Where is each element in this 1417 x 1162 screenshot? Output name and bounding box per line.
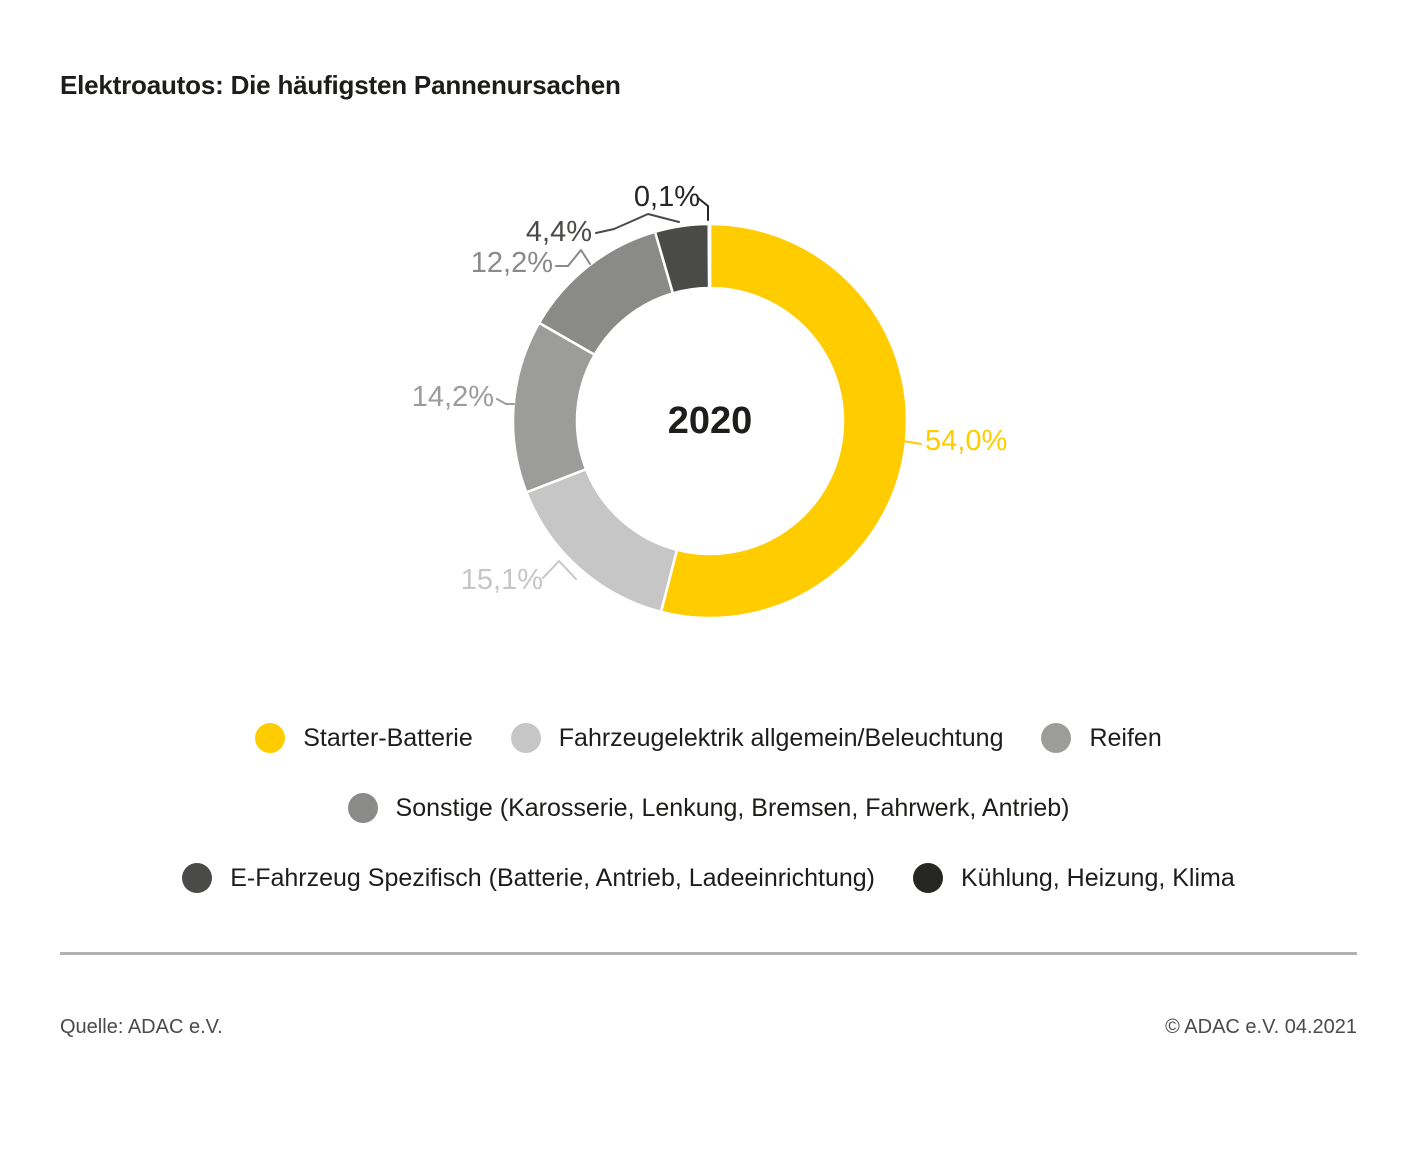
legend-dot-kuehlung bbox=[913, 863, 943, 893]
legend-item-kuehlung: Kühlung, Heizung, Klima bbox=[913, 863, 1235, 893]
legend-row-2: Sonstige (Karosserie, Lenkung, Bremsen, … bbox=[0, 773, 1417, 843]
legend-label-starter-batterie: Starter-Batterie bbox=[303, 723, 473, 752]
legend-label-fahrzeugelektrik: Fahrzeugelektrik allgemein/Beleuchtung bbox=[558, 723, 1004, 752]
legend-dot-fahrzeugelektrik bbox=[510, 723, 541, 753]
footer-divider bbox=[60, 952, 1357, 955]
legend-label-reifen: Reifen bbox=[1089, 723, 1162, 752]
legend-row-1: Starter-Batterie Fahrzeugelektrik allgem… bbox=[0, 703, 1417, 773]
legend: Starter-Batterie Fahrzeugelektrik allgem… bbox=[0, 703, 1417, 913]
legend-item-fahrzeugelektrik: Fahrzeugelektrik allgemein/Beleuchtung bbox=[510, 723, 1004, 753]
legend-label-sonstige: Sonstige (Karosserie, Lenkung, Bremsen, … bbox=[395, 793, 1070, 822]
leader-line-sonstige bbox=[555, 249, 591, 267]
donut-segment-2 bbox=[524, 467, 679, 614]
legend-dot-starter-batterie bbox=[255, 723, 286, 753]
legend-label-kuehlung: Kühlung, Heizung, Klima bbox=[961, 863, 1235, 892]
leader-line-kuehlung bbox=[697, 197, 709, 221]
donut-ring bbox=[511, 222, 909, 620]
leader-line-e-fahrzeug bbox=[595, 213, 680, 234]
source-text: Quelle: ADAC e.V. bbox=[60, 1016, 223, 1038]
center-year-label: 2020 bbox=[668, 400, 753, 442]
slice-label-e-fahrzeug: 4,4% bbox=[526, 216, 592, 248]
legend-label-e-fahrzeug: E-Fahrzeug Spezifisch (Batterie, Antrieb… bbox=[230, 863, 875, 892]
chart-title: Elektroautos: Die häufigsten Pannenursac… bbox=[60, 70, 621, 100]
legend-item-starter-batterie: Starter-Batterie bbox=[255, 723, 473, 753]
donut-segment-1 bbox=[659, 222, 909, 620]
legend-item-reifen: Reifen bbox=[1041, 723, 1162, 753]
slice-label-starter-batterie: 54,0% bbox=[925, 425, 1007, 457]
donut-segment-6 bbox=[707, 222, 712, 290]
legend-row-3: E-Fahrzeug Spezifisch (Batterie, Antrieb… bbox=[0, 843, 1417, 913]
slice-label-fahrzeugelektrik: 15,1% bbox=[461, 564, 543, 596]
legend-dot-e-fahrzeug bbox=[182, 863, 213, 893]
copyright-text: © ADAC e.V. 04.2021 bbox=[1165, 1016, 1357, 1038]
slice-label-kuehlung: 0,1% bbox=[634, 181, 700, 213]
legend-item-e-fahrzeug: E-Fahrzeug Spezifisch (Batterie, Antrieb… bbox=[182, 863, 875, 893]
legend-dot-sonstige bbox=[347, 793, 378, 823]
slice-label-reifen: 14,2% bbox=[412, 381, 494, 413]
slice-label-sonstige: 12,2% bbox=[471, 247, 553, 279]
leader-line-reifen bbox=[496, 398, 515, 405]
leader-line-fahrzeugelektrik bbox=[542, 560, 577, 580]
legend-item-sonstige: Sonstige (Karosserie, Lenkung, Bremsen, … bbox=[347, 793, 1070, 823]
legend-dot-reifen bbox=[1041, 723, 1072, 753]
leader-line-starter-batterie bbox=[902, 440, 922, 445]
